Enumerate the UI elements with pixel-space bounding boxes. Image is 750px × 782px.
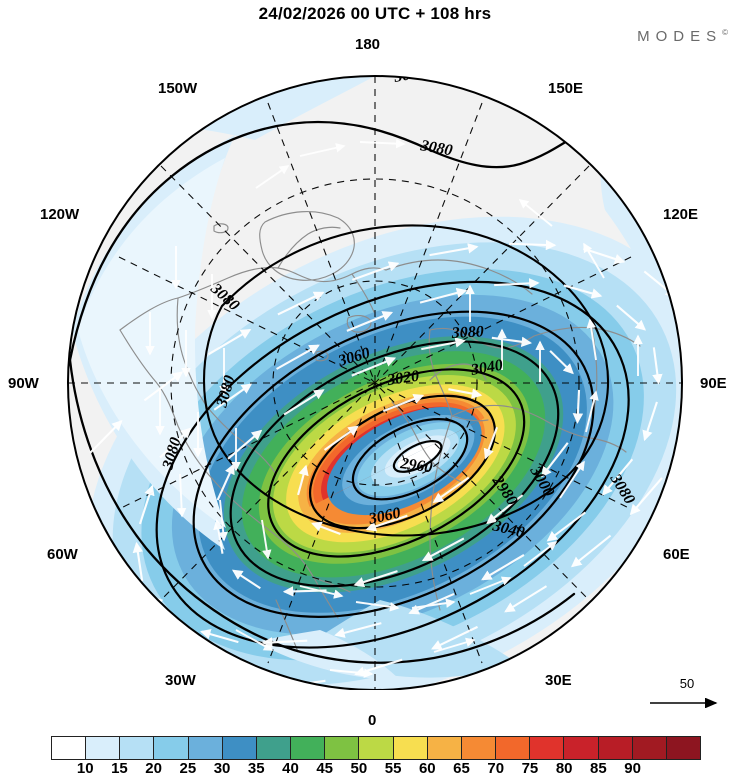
colorbar-tick-label: 90 <box>624 760 641 777</box>
graticule-label-120w: 120W <box>40 206 80 223</box>
svg-text:3080: 3080 <box>56 255 87 292</box>
colorbar-swatch <box>359 737 394 759</box>
colorbar-tick-label: 45 <box>316 760 334 777</box>
vortex-contours <box>155 280 630 649</box>
graticule-label-150w: 150W <box>158 80 198 97</box>
polar-map: 3080 3080 3080 3080 3080 3080 3080 3080 … <box>0 30 750 691</box>
graticule <box>68 76 682 690</box>
colorbar-swatch <box>666 737 700 759</box>
copyright-icon: © <box>722 28 728 37</box>
colorbar-swatch <box>461 737 497 759</box>
colorbar-tick-label: 55 <box>384 760 402 777</box>
graticule-label-0: 0 <box>368 712 377 729</box>
colorbar-tick-label: 35 <box>247 760 265 777</box>
colorbar-swatch <box>530 737 565 759</box>
colorbar-swatch <box>632 737 667 759</box>
colorbar-tick-label: 15 <box>111 760 128 777</box>
colorbar-tick-label: 25 <box>179 760 197 777</box>
map-svg: 3080 3080 3080 3080 3080 3080 3080 3080 … <box>44 64 683 691</box>
colorbar-tick-label: 80 <box>555 760 573 777</box>
colorbar-tick-label: 40 <box>282 760 299 777</box>
colorbar-tick-label: 60 <box>418 760 436 777</box>
colorbar-tick-label: 65 <box>453 760 470 777</box>
reference-vector-arrow <box>650 698 718 708</box>
svg-text:3080: 3080 <box>392 64 427 86</box>
svg-text:2960: 2960 <box>398 455 433 476</box>
page-title: 24/02/2026 00 UTC + 108 hrs <box>258 4 492 23</box>
svg-text:3060: 3060 <box>366 505 402 528</box>
graticule-label-90w: 90W <box>8 375 39 392</box>
reference-vector-label: 50 <box>679 676 695 691</box>
svg-text:3080: 3080 <box>418 137 453 159</box>
colorbar-tick-label: 85 <box>590 760 607 777</box>
graticule-label-120e: 120E <box>663 206 699 223</box>
colorbar-swatch <box>427 737 462 759</box>
colorbar-swatch <box>86 737 121 759</box>
colorbar <box>51 736 701 760</box>
graticule-label-180: 180 <box>355 36 381 53</box>
wind-vectors <box>89 138 682 690</box>
graticule-label-30w: 30W <box>165 672 196 689</box>
colorbar-swatch <box>154 737 189 759</box>
modes-logo: MODES© <box>637 28 728 45</box>
colorbar-tick-label: 30 <box>213 760 231 777</box>
graticule-label-90e: 90E <box>700 375 727 392</box>
graticule-label-60w: 60W <box>47 546 78 563</box>
colorbar-swatch <box>52 737 87 759</box>
colorbar-tick-label: 70 <box>487 760 505 777</box>
colorbar-ticks: 10 15 20 25 30 35 40 45 50 55 60 65 70 75 80 85 90 <box>0 760 750 782</box>
colorbar-swatch <box>120 737 155 759</box>
colorbar-tick-label: 50 <box>350 760 368 777</box>
colorbar-swatch <box>496 737 531 759</box>
colorbar-swatch <box>325 737 360 759</box>
colorbar-tick-label: 10 <box>76 760 94 777</box>
colorbar-tick-label: 20 <box>145 760 162 777</box>
colorbar-swatch <box>564 737 599 759</box>
svg-text:3080: 3080 <box>450 323 484 342</box>
colorbar-swatch <box>188 737 223 759</box>
graticule-label-30e: 30E <box>545 672 572 689</box>
colorbar-swatch <box>222 737 257 759</box>
globe-contents: 3080 3080 3080 3080 3080 3080 3080 3080 … <box>44 64 682 690</box>
colorbar-swatch <box>598 737 633 759</box>
graticule-label-60e: 60E <box>663 546 690 563</box>
colorbar-swatch <box>291 737 326 759</box>
colorbar-swatch <box>393 737 428 759</box>
svg-text:3080: 3080 <box>44 458 75 495</box>
colorbar-tick-label: 75 <box>521 760 539 777</box>
colorbar-swatch <box>256 737 292 759</box>
reference-vector: 50 <box>648 676 726 712</box>
svg-text:3020: 3020 <box>385 368 420 389</box>
svg-text:3040: 3040 <box>469 357 504 379</box>
brand-text: MODES <box>637 28 723 45</box>
graticule-label-150e: 150E <box>548 80 584 97</box>
